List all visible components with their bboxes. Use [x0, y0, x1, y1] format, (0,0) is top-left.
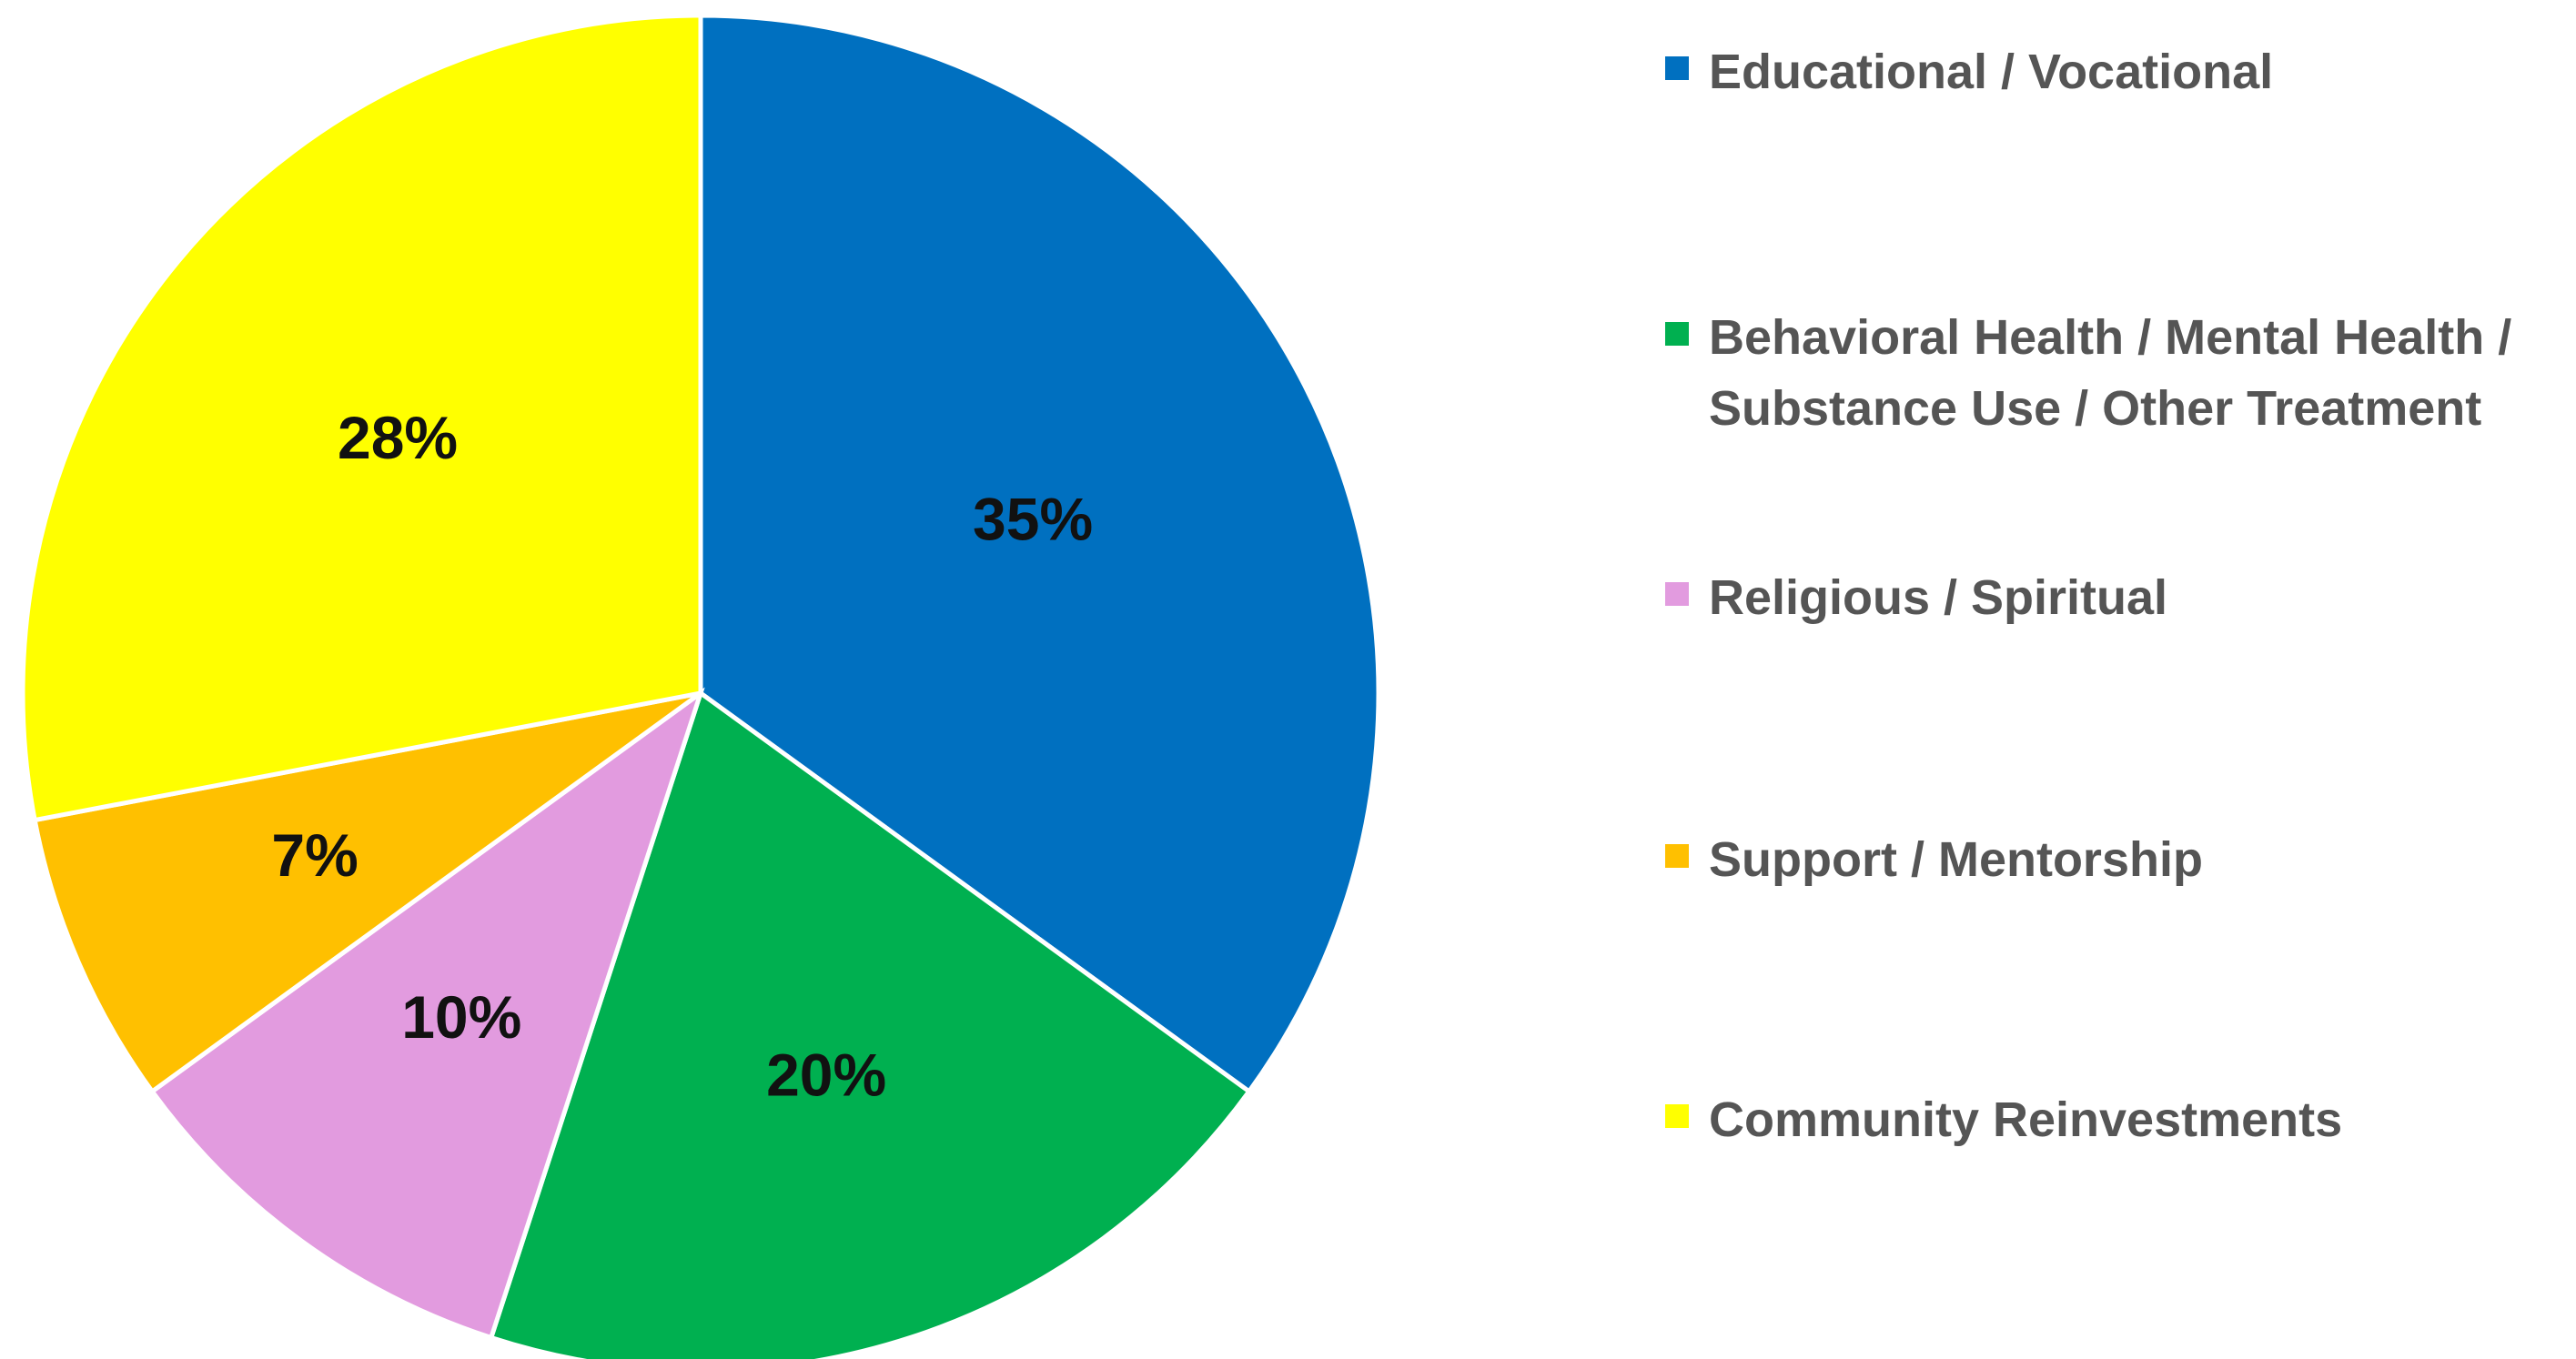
data-label-support-mentorship: 7% [271, 821, 358, 889]
data-label-behavioral-health: 20% [766, 1042, 886, 1109]
pie-slice-educational-vocational [698, 13, 1381, 1095]
legend-label: Educational / Vocational [1709, 45, 2274, 99]
pie-plot-area: 35% 20% 10% 7% 28% [20, 13, 1381, 1359]
data-label-religious-spiritual: 10% [401, 983, 521, 1051]
pie-slice-support-mentorship [32, 690, 702, 1095]
legend-item-religious-spiritual: Religious / Spiritual [1665, 562, 2573, 633]
legend-swatch [1665, 322, 1689, 346]
legend-item-educational-vocational: Educational / Vocational [1665, 36, 2573, 107]
legend-item-support-mentorship: Support / Mentorship [1665, 824, 2573, 895]
pie-slice-community-reinvestments [20, 13, 703, 823]
data-label-educational-vocational: 35% [973, 485, 1093, 552]
pie-slice-behavioral-health [488, 689, 1253, 1359]
legend-label: Behavioral Health / Mental Health / Subs… [1709, 310, 2512, 436]
legend-swatch [1665, 844, 1689, 868]
legend-label: Religious / Spiritual [1709, 570, 2168, 625]
legend-label: Support / Mentorship [1709, 832, 2203, 887]
legend-item-community-reinvestments: Community Reinvestments [1665, 1084, 2573, 1155]
data-label-community-reinvestments: 28% [338, 404, 458, 471]
legend-swatch [1665, 582, 1689, 606]
legend-item-behavioral-health: Behavioral Health / Mental Health / Subs… [1665, 302, 2573, 444]
legend-label: Community Reinvestments [1709, 1092, 2343, 1147]
pie-slice-religious-spiritual [148, 687, 705, 1341]
legend-swatch [1665, 56, 1689, 80]
legend-swatch [1665, 1104, 1689, 1128]
